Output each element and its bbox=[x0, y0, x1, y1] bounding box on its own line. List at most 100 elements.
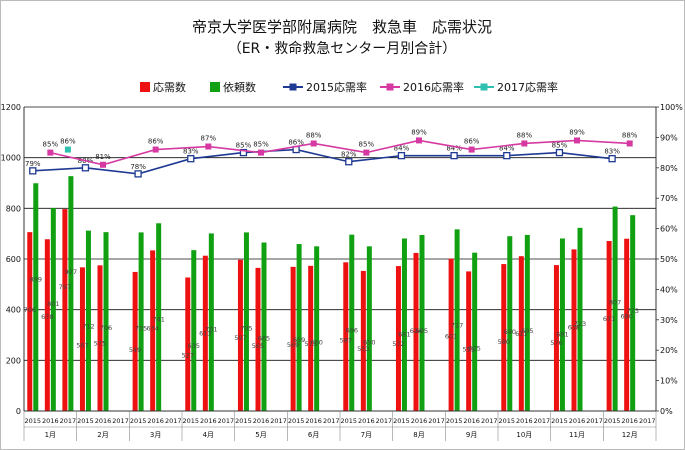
legend-marker bbox=[480, 83, 488, 91]
bars bbox=[27, 176, 636, 411]
rate-label-2015: 85% bbox=[236, 142, 252, 150]
x-tick-year: 2015 bbox=[393, 417, 410, 425]
legend-swatch bbox=[210, 82, 220, 92]
bar-accepted bbox=[360, 270, 366, 411]
x-tick-year: 2017 bbox=[270, 417, 287, 425]
rate-label-2016: 88% bbox=[622, 131, 638, 139]
y-tick-label-right: 100% bbox=[660, 103, 683, 112]
data-label-requests: 899 bbox=[30, 275, 42, 283]
rate-label-2016: 87% bbox=[201, 135, 217, 143]
rate-point-2015 bbox=[345, 158, 353, 166]
x-tick-year: 2015 bbox=[341, 417, 358, 425]
bar-requests bbox=[261, 242, 267, 411]
bar-requests bbox=[243, 232, 249, 411]
rate-point-2015 bbox=[450, 151, 458, 160]
x-tick-year: 2015 bbox=[25, 417, 42, 425]
grid bbox=[24, 106, 656, 361]
data-label-accepted: 680 bbox=[620, 313, 632, 321]
bar-accepted bbox=[255, 267, 261, 411]
rate-point-2016 bbox=[363, 149, 370, 156]
data-label-accepted: 613 bbox=[199, 330, 211, 338]
data-label-accepted: 634 bbox=[146, 324, 158, 332]
legend-label: 依頼数 bbox=[223, 81, 256, 94]
bar-accepted bbox=[79, 267, 85, 411]
bar-requests bbox=[85, 230, 91, 411]
data-label-accepted: 576 bbox=[550, 339, 562, 347]
legend-marker bbox=[386, 83, 394, 91]
y-tick-label-left: 800 bbox=[6, 204, 21, 213]
x-tick-year: 2016 bbox=[95, 417, 112, 425]
bar-accepted bbox=[44, 239, 50, 411]
y-tick-label-right: 0% bbox=[660, 407, 673, 416]
data-label-requests: 801 bbox=[47, 300, 59, 308]
x-tick-year: 2017 bbox=[481, 417, 498, 425]
x-tick-year: 2017 bbox=[323, 417, 340, 425]
data-label-requests: 705 bbox=[240, 324, 252, 332]
rate-point-2016 bbox=[258, 149, 264, 156]
x-tick-year: 2017 bbox=[376, 417, 393, 425]
x-tick-year: 2016 bbox=[305, 417, 322, 425]
x-tick-year: 2017 bbox=[112, 417, 129, 425]
x-tick-year: 2017 bbox=[534, 417, 551, 425]
data-label-accepted: 573 bbox=[304, 340, 316, 348]
bar-accepted bbox=[413, 252, 419, 411]
data-label-accepted: 569 bbox=[287, 341, 299, 349]
rate-point-2016 bbox=[468, 146, 475, 153]
x-tick-year: 2015 bbox=[288, 417, 305, 425]
rate-label-2015: 83% bbox=[604, 148, 620, 156]
bar-requests bbox=[577, 227, 583, 411]
data-label-accepted: 549 bbox=[129, 346, 141, 354]
data-label-requests: 706 bbox=[100, 324, 112, 332]
rate-point-2016 bbox=[574, 137, 580, 144]
rate-label-2015: 83% bbox=[183, 148, 199, 156]
x-tick-month: 9月 bbox=[466, 431, 477, 439]
rate-label-2017: 86% bbox=[60, 138, 76, 146]
rate-point-2016 bbox=[310, 140, 317, 147]
rate-point-2015 bbox=[397, 151, 406, 160]
bar-accepted bbox=[518, 256, 524, 411]
x-tick-year: 2017 bbox=[165, 417, 182, 425]
data-label-requests: 665 bbox=[258, 335, 270, 343]
rate-label-2016: 81% bbox=[95, 153, 111, 161]
bar-accepted bbox=[343, 262, 349, 411]
data-label-accepted: 553 bbox=[357, 345, 369, 353]
y-tick-label-right: 20% bbox=[660, 346, 678, 355]
bar-accepted bbox=[132, 271, 138, 411]
y-tick-label-left: 0 bbox=[16, 407, 21, 416]
x-tick-year: 2016 bbox=[463, 417, 480, 425]
rate-point-2015 bbox=[555, 148, 564, 157]
data-label-requests: 701 bbox=[205, 325, 217, 333]
data-label-accepted: 565 bbox=[252, 342, 264, 350]
bar-requests bbox=[349, 234, 355, 411]
legend-swatch bbox=[140, 82, 150, 92]
bar-accepted bbox=[571, 249, 577, 411]
x-tick-year: 2015 bbox=[130, 417, 147, 425]
data-label-requests: 723 bbox=[574, 320, 586, 328]
data-label-requests: 690 bbox=[504, 328, 516, 336]
x-tick-year: 2016 bbox=[358, 417, 375, 425]
bar-accepted bbox=[448, 258, 454, 411]
rate-label-2016: 86% bbox=[148, 138, 164, 146]
bar-accepted bbox=[237, 259, 243, 411]
y-tick-label-right: 10% bbox=[660, 377, 678, 386]
x-tick-year: 2016 bbox=[569, 417, 586, 425]
x-tick-year: 2016 bbox=[516, 417, 533, 425]
y-tick-label-right: 80% bbox=[660, 164, 678, 173]
x-tick-year: 2015 bbox=[499, 417, 516, 425]
y-tick-label-right: 50% bbox=[660, 255, 678, 264]
y-tick-label-right: 90% bbox=[660, 133, 678, 142]
rate-lines: 79% 80%78%83%85% 86%82%84% 84% 84% 85%83%85%8… bbox=[25, 128, 638, 178]
rate-label-2016: 86% bbox=[464, 138, 480, 146]
bar-requests bbox=[50, 208, 56, 411]
data-label-requests: 741 bbox=[152, 315, 164, 323]
chart-title: 帝京大学医学部附属病院 救急車 応需状況 bbox=[192, 18, 492, 36]
data-label-accepted: 575 bbox=[94, 339, 106, 347]
bar-accepted bbox=[553, 265, 559, 411]
data-label-accepted: 567 bbox=[76, 341, 88, 349]
bar-accepted bbox=[308, 265, 314, 411]
bar-requests bbox=[296, 244, 302, 411]
rate-point-2015 bbox=[503, 151, 511, 160]
x-tick-year: 2015 bbox=[183, 417, 200, 425]
